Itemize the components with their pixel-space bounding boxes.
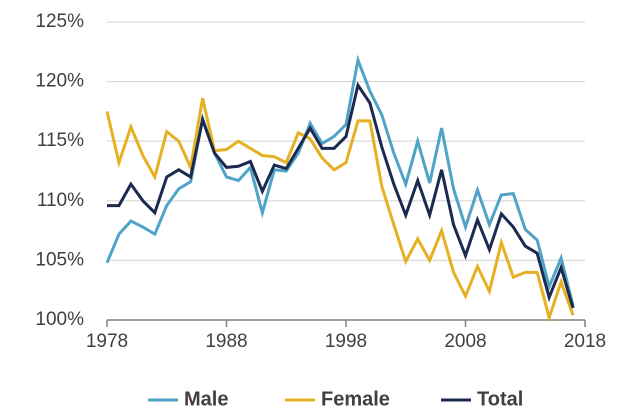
y-tick-label: 120% — [35, 71, 84, 92]
y-tick-label: 100% — [35, 309, 84, 330]
y-tick-label: 125% — [35, 11, 84, 32]
y-tick-label: 105% — [35, 249, 84, 270]
x-tick-label: 1978 — [86, 331, 128, 352]
x-tick-label: 2018 — [564, 331, 606, 352]
x-tick-label: 2008 — [444, 331, 486, 352]
line — [105, 54, 575, 307]
legend-label: Male — [184, 388, 228, 410]
line — [105, 97, 575, 323]
y-tick-label: 110% — [37, 190, 84, 211]
line — [107, 81, 575, 309]
x-tick-label: 1998 — [325, 331, 367, 352]
legend-label: Female — [321, 388, 390, 410]
legend-label: Total — [477, 388, 523, 410]
x-tick-label: 1988 — [205, 331, 247, 352]
y-tick-label: 115% — [37, 130, 84, 151]
